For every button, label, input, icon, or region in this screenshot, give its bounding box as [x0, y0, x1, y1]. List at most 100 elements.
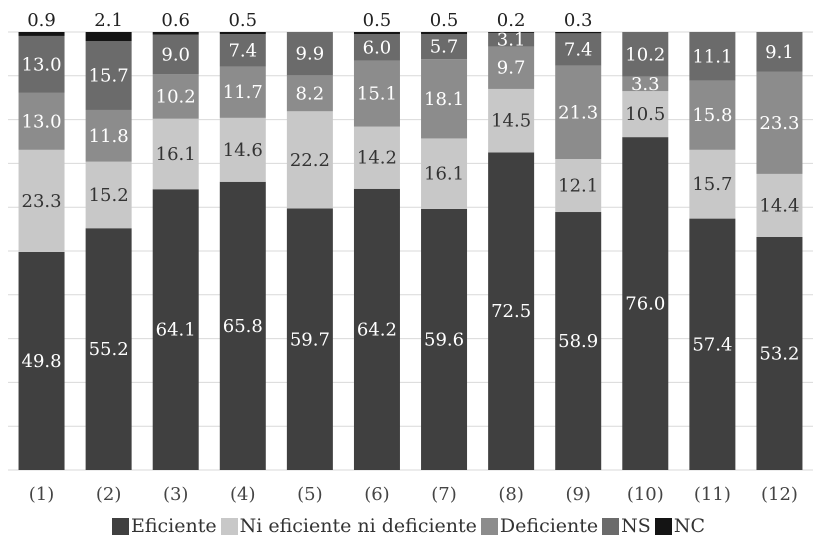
legend-item: NS — [602, 515, 651, 537]
legend-swatch — [602, 517, 620, 535]
legend-item: NC — [654, 515, 705, 537]
legend-label: NS — [621, 515, 651, 537]
bar-segment — [689, 149, 736, 219]
bar-segment — [555, 159, 602, 213]
bar-segment — [421, 208, 468, 470]
legend: Eficiente Ni eficiente ni deficiente Defic… — [0, 514, 821, 538]
bar-segment — [555, 65, 602, 160]
data-label: 57.4 — [692, 334, 732, 355]
bar-segment — [488, 32, 535, 33]
bar-segment — [353, 188, 400, 470]
x-tick-labels: (1) (2) (3) (4) (5) (6) (7) (8) (9) (10) (11) (12) — [29, 484, 798, 505]
data-label: 15.8 — [692, 105, 732, 126]
data-label: 11.7 — [223, 82, 263, 103]
bar-segment — [286, 111, 333, 209]
data-label: 14.4 — [759, 195, 799, 216]
data-label: 15.2 — [89, 185, 129, 206]
data-label: 64.1 — [156, 320, 196, 341]
bar-segment — [488, 46, 535, 89]
bar-segment — [219, 32, 266, 35]
bar-segment — [18, 92, 65, 150]
data-label: 14.5 — [491, 111, 531, 132]
data-label: 5.7 — [430, 37, 459, 58]
bar-segment — [152, 74, 199, 119]
data-label: 15.7 — [692, 174, 732, 195]
data-label: 22.2 — [290, 150, 330, 171]
data-label: 8.2 — [296, 83, 325, 104]
data-label: 10.2 — [625, 44, 665, 65]
legend-label: Deficiente — [499, 515, 599, 537]
data-label: 9.9 — [296, 44, 325, 65]
bar-segment — [756, 71, 803, 174]
bar-segment — [85, 32, 132, 42]
data-label: 64.2 — [357, 319, 397, 340]
data-label: 16.1 — [156, 144, 196, 165]
bar-segment — [353, 32, 400, 35]
bar-segment — [152, 32, 199, 35]
legend-swatch — [480, 517, 498, 535]
data-label: 76.0 — [625, 294, 665, 315]
data-label: 3.1 — [497, 30, 526, 51]
bar-segment — [219, 181, 266, 470]
x-tick-label: (11) — [694, 484, 731, 505]
data-label: 59.6 — [424, 329, 464, 350]
data-label: 9.0 — [161, 44, 190, 65]
bar-segment — [756, 236, 803, 470]
data-label: 0.6 — [161, 10, 190, 31]
bar-segment — [286, 208, 333, 471]
bar-segment — [219, 34, 266, 67]
data-label: 55.2 — [89, 339, 129, 360]
data-label: 23.3 — [22, 191, 62, 212]
data-label: 58.9 — [558, 331, 598, 352]
bar-segment — [488, 88, 535, 153]
data-label: 14.2 — [357, 148, 397, 169]
x-tick-label: (7) — [431, 484, 457, 505]
x-tick-label: (12) — [761, 484, 798, 505]
legend-item: Deficiente — [480, 515, 599, 537]
data-label: 0.5 — [430, 10, 459, 31]
bar-segment — [152, 118, 199, 190]
data-label: 9.1 — [765, 42, 794, 63]
bar-segment — [353, 60, 400, 127]
bar-segment — [18, 149, 65, 252]
legend-label: Ni eficiente ni deficiente — [239, 515, 477, 537]
bar-segment — [286, 32, 333, 76]
data-label: 6.0 — [363, 37, 392, 58]
bar-segment — [689, 80, 736, 150]
data-labels-group: 49.8 23.3 13.0 13.0 0.9 55.2 15.2 11.8 15.7 2.1 64… — [22, 10, 800, 372]
bar-segment — [622, 137, 669, 470]
gridlines — [8, 31, 813, 471]
legend-item: Eficiente — [112, 515, 217, 537]
bar-segment — [622, 76, 669, 92]
bar-segment — [421, 32, 468, 35]
legend-swatch — [220, 517, 238, 535]
legend-label: Eficiente — [131, 515, 217, 537]
bar-segment — [421, 138, 468, 209]
data-label: 49.8 — [22, 351, 62, 372]
bar-segment — [421, 34, 468, 60]
data-label: 0.3 — [564, 10, 593, 31]
x-tick-label: (4) — [230, 484, 256, 505]
data-label: 13.0 — [22, 54, 62, 75]
bar-segment — [219, 117, 266, 182]
data-label: 7.4 — [228, 40, 257, 61]
bar-segment — [353, 126, 400, 189]
data-label: 11.1 — [692, 46, 732, 67]
bar-segment — [353, 34, 400, 61]
data-label: 0.5 — [228, 10, 257, 31]
data-label: 0.2 — [497, 10, 526, 31]
bar-segment — [18, 32, 65, 36]
legend-item: Ni eficiente ni deficiente — [220, 515, 477, 537]
data-label: 11.8 — [89, 126, 129, 147]
x-tick-label: (2) — [96, 484, 122, 505]
bar-segment — [152, 189, 199, 470]
data-label: 14.6 — [223, 140, 263, 161]
legend-swatch — [654, 517, 672, 535]
bar-segment — [85, 161, 132, 229]
bar-segment — [756, 32, 803, 72]
data-label: 9.7 — [497, 58, 526, 79]
data-label: 15.1 — [357, 84, 397, 105]
bar-segment — [85, 109, 132, 162]
x-tick-label: (5) — [297, 484, 323, 505]
